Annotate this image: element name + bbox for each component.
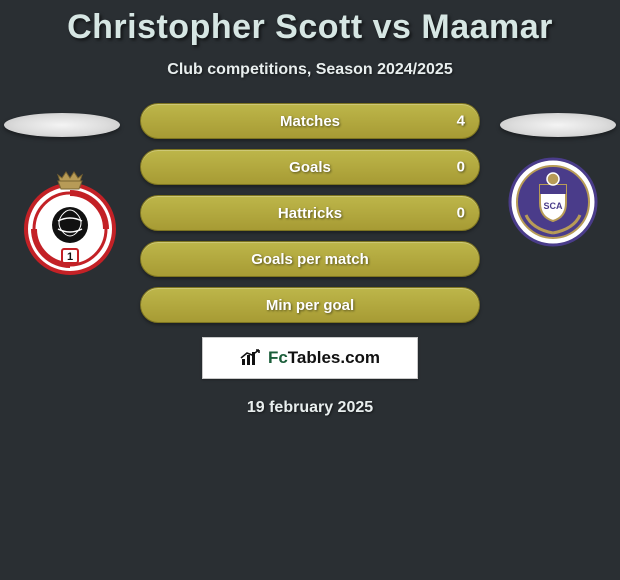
stats-column: Matches 4 Goals 0 Hattricks 0 Goals per … <box>140 103 480 323</box>
stat-label: Goals <box>289 159 331 176</box>
stat-label: Hattricks <box>278 205 342 222</box>
page-title: Christopher Scott vs Maamar <box>0 0 620 47</box>
stat-row-hattricks: Hattricks 0 <box>140 195 480 231</box>
stat-value-right: 0 <box>457 205 465 222</box>
round-badge-icon: SCA <box>508 157 598 247</box>
stat-row-min-per-goal: Min per goal <box>140 287 480 323</box>
stat-label: Matches <box>280 113 340 130</box>
comparison-stage: 1 SCA Matches 4 Goals 0 Hattricks <box>0 103 620 417</box>
player-base-right <box>500 113 616 137</box>
page-subtitle: Club competitions, Season 2024/2025 <box>0 61 620 79</box>
generated-date: 19 february 2025 <box>0 399 620 417</box>
royal-antwerp-crest: 1 <box>22 157 118 275</box>
stat-value-right: 4 <box>457 113 465 130</box>
brand-text: FcTables.com <box>268 348 380 368</box>
brand-prefix: Fc <box>268 348 288 368</box>
brand-box: FcTables.com <box>202 337 418 379</box>
stat-label: Min per goal <box>266 297 354 314</box>
stat-value-right: 0 <box>457 159 465 176</box>
stat-row-matches: Matches 4 <box>140 103 480 139</box>
stat-label: Goals per match <box>251 251 369 268</box>
stat-row-goals-per-match: Goals per match <box>140 241 480 277</box>
svg-text:SCA: SCA <box>543 201 563 211</box>
svg-text:1: 1 <box>67 251 73 263</box>
stat-row-goals: Goals 0 <box>140 149 480 185</box>
bar-chart-icon <box>240 349 262 367</box>
player-base-left <box>4 113 120 137</box>
brand-suffix: Tables.com <box>288 348 380 368</box>
shield-icon: 1 <box>22 157 118 275</box>
anderlecht-crest: SCA <box>508 157 598 247</box>
